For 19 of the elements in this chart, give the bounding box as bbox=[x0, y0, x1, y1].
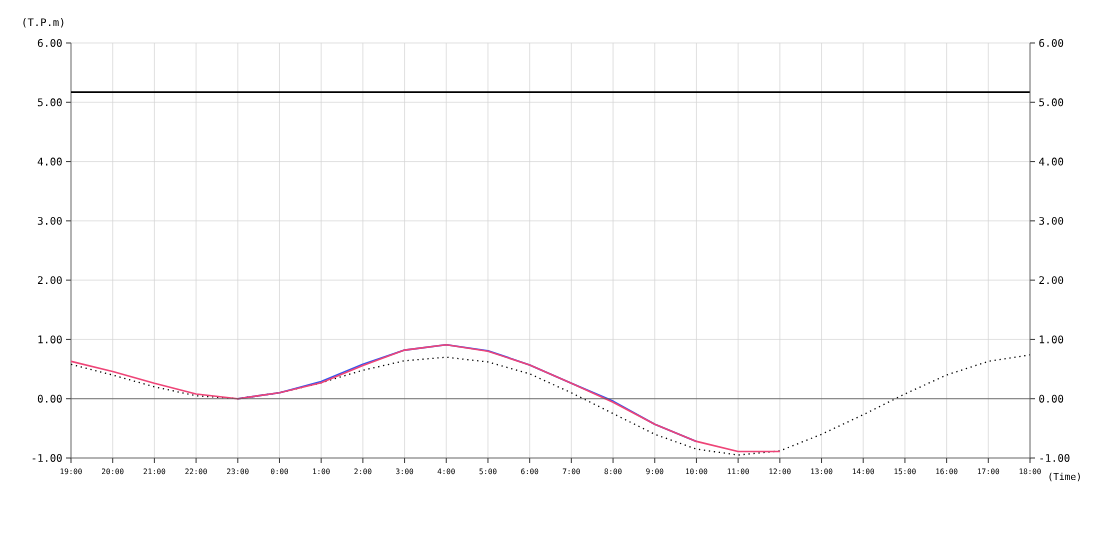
y-axis-title: (T.P.m) bbox=[23, 18, 64, 28]
y-tick-label: 3.00 bbox=[37, 216, 62, 225]
y-tick-label: 2.00 bbox=[37, 276, 62, 285]
y2-tick-label: 6.00 bbox=[1039, 39, 1064, 47]
y-tick-label: 6.00 bbox=[37, 39, 62, 47]
y2-tick-label: 0.00 bbox=[1039, 394, 1064, 403]
y2-tick-label: 5.00 bbox=[1039, 98, 1064, 107]
x-axis-title: (Time) bbox=[1049, 472, 1080, 482]
y2-tick-label: -1.00 bbox=[1040, 454, 1070, 462]
y-tick-label: -1.00 bbox=[32, 454, 62, 462]
y2-tick-label: 2.00 bbox=[1039, 276, 1064, 285]
y2-tick-label: 4.00 bbox=[1039, 157, 1064, 166]
y-tick-label: 0.00 bbox=[37, 394, 62, 403]
y-tick-label: 4.00 bbox=[37, 157, 62, 166]
line-series bbox=[71, 343, 781, 453]
y2-tick-label: 3.00 bbox=[1039, 216, 1064, 225]
y-tick-label: 1.00 bbox=[38, 335, 62, 344]
y2-tick-label: 1.00 bbox=[1039, 335, 1064, 344]
y-tick-label: 5.00 bbox=[37, 98, 62, 107]
